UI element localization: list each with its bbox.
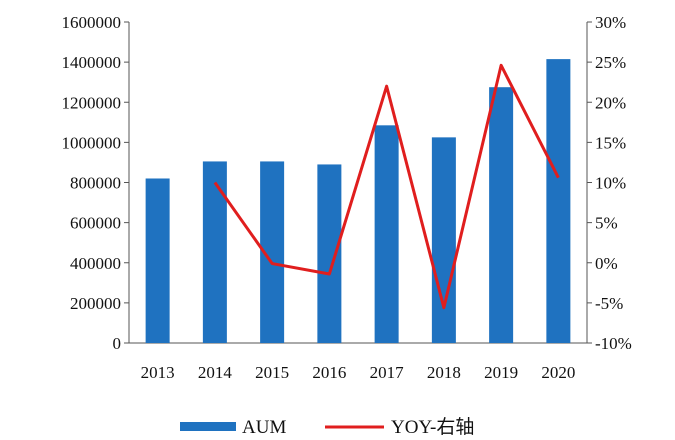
right-y-tick-label: 5% bbox=[595, 214, 618, 233]
x-tick-label: 2020 bbox=[541, 363, 575, 382]
aum-bar-2016 bbox=[317, 164, 342, 343]
x-tick-label: 2018 bbox=[427, 363, 461, 382]
right-y-tick-label: 20% bbox=[595, 93, 626, 112]
legend-aum-label: AUM bbox=[242, 417, 286, 438]
left-y-tick-label: 1400000 bbox=[62, 53, 122, 72]
aum-bar-2019 bbox=[489, 87, 514, 343]
right-y-tick-label: -10% bbox=[595, 334, 632, 353]
right-y-tick-label: 10% bbox=[595, 174, 626, 193]
right-y-tick-labels: -10% -5% 0% 5% 10% 15% 20% 25% 30% bbox=[587, 13, 632, 353]
legend-yoy-label: YOY-右轴 bbox=[391, 416, 474, 438]
x-tick-label: 2014 bbox=[198, 363, 233, 382]
legend: AUM YOY-右轴 bbox=[180, 416, 474, 438]
legend-aum-swatch bbox=[180, 422, 236, 431]
left-y-tick-label: 1600000 bbox=[62, 13, 122, 32]
right-y-tick-label: -5% bbox=[595, 294, 623, 313]
right-y-tick-label: 15% bbox=[595, 133, 626, 152]
x-tick-labels: 2013 2014 2015 2016 2017 2018 2019 2020 bbox=[141, 363, 576, 382]
left-y-tick-label: 800000 bbox=[70, 174, 121, 193]
yoy-line bbox=[213, 63, 560, 310]
x-tick-label: 2015 bbox=[255, 363, 289, 382]
x-tick-label: 2019 bbox=[484, 363, 518, 382]
aum-bars bbox=[145, 59, 571, 344]
left-y-tick-labels: 0 200000 400000 600000 800000 1000000 1200000 1… bbox=[62, 13, 129, 353]
left-y-tick-label: 200000 bbox=[70, 294, 121, 313]
yoy-line-layer bbox=[213, 63, 560, 310]
left-y-tick-label: 600000 bbox=[70, 214, 121, 233]
left-y-tick-label: 1000000 bbox=[62, 133, 122, 152]
right-y-tick-label: 0% bbox=[595, 254, 618, 273]
left-y-tick-label: 0 bbox=[113, 334, 122, 353]
aum-bar-2018 bbox=[431, 137, 456, 343]
x-tick-label: 2017 bbox=[370, 363, 405, 382]
aum-bar-2013 bbox=[145, 178, 170, 343]
right-y-tick-label: 25% bbox=[595, 53, 626, 72]
left-y-tick-label: 400000 bbox=[70, 254, 121, 273]
aum-bar-2014 bbox=[202, 161, 227, 343]
aum-bar-2017 bbox=[374, 125, 399, 344]
aum-bar-2020 bbox=[546, 59, 571, 343]
x-tick-label: 2013 bbox=[141, 363, 175, 382]
right-y-tick-label: 30% bbox=[595, 13, 626, 32]
left-y-tick-label: 1200000 bbox=[62, 93, 122, 112]
x-tick-label: 2016 bbox=[312, 363, 346, 382]
